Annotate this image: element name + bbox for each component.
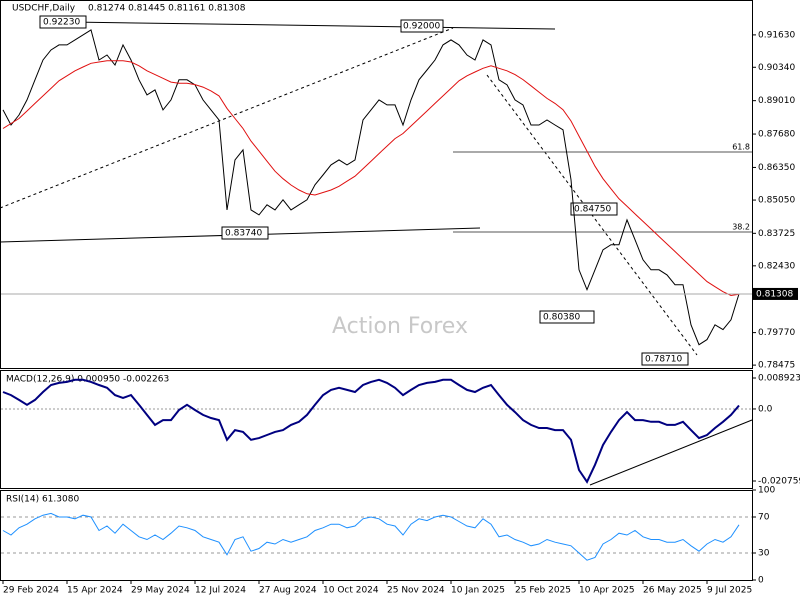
y-tick-label: 0.85050 xyxy=(758,196,795,206)
label-box xyxy=(641,352,689,366)
x-tick-label: 27 Aug 2024 xyxy=(259,586,317,596)
price-box xyxy=(752,287,798,300)
series-line xyxy=(2,378,740,484)
symbol-title: USDCHF,Daily xyxy=(12,4,76,14)
rsi-frame xyxy=(0,490,753,581)
price-frame xyxy=(0,0,753,369)
x-tick-label: 29 May 2024 xyxy=(131,586,190,596)
y-tick-label: 0.89010 xyxy=(758,96,795,106)
x-tick-label: 29 Feb 2024 xyxy=(3,586,59,596)
annotation: 0.84750 xyxy=(574,205,611,215)
y-tick-label: 70 xyxy=(758,513,770,523)
price-label: 0.81308 xyxy=(756,289,793,299)
trendline xyxy=(589,419,753,486)
trendline xyxy=(69,21,556,30)
annotation: 0.92000 xyxy=(403,22,440,32)
annotation: 0.80380 xyxy=(543,313,580,323)
annotation: 0.78710 xyxy=(645,355,682,365)
fib-label: 38.2 xyxy=(732,223,750,232)
x-tick-label: 25 Feb 2025 xyxy=(515,586,571,596)
y-tick-label: 0.79770 xyxy=(758,328,795,338)
y-tick-label: 30 xyxy=(758,549,770,559)
label-box xyxy=(539,310,595,324)
ohlc: 0.81274 0.81445 0.81161 0.81308 xyxy=(88,4,246,14)
series-line xyxy=(2,512,740,561)
label-box xyxy=(400,19,444,33)
x-tick-label: 26 May 2025 xyxy=(643,586,702,596)
annotations: 0.92230 0.92000 0.83740 0.84750 0.80380 … xyxy=(39,15,750,366)
y-tick-label: 0.78475 xyxy=(758,361,795,371)
y-tick-label: 100 xyxy=(758,486,775,496)
x-tick-label: 12 Jul 2024 xyxy=(195,586,246,596)
label-box xyxy=(39,15,87,29)
annotation: 0.92230 xyxy=(43,18,80,28)
x-tick-label: 9 Jul 2025 xyxy=(707,586,752,596)
label-box xyxy=(221,226,269,240)
y-tick-label: 0.87680 xyxy=(758,130,795,140)
y-tick-label: 0.008923 xyxy=(758,374,800,384)
y-tick-label: -0.020759 xyxy=(758,476,800,486)
fib-label: 61.8 xyxy=(732,143,750,152)
annotation: 0.83740 xyxy=(225,229,262,239)
y-tick-label: 0.83725 xyxy=(758,229,795,239)
rsi-title: RSI(14) 61.3080 xyxy=(6,495,79,505)
y-tick-label: 0.82430 xyxy=(758,261,795,271)
y-tick-label: 0.86350 xyxy=(758,163,795,173)
y-tick-label: 0 xyxy=(758,576,764,586)
y-tick-label: 0.91630 xyxy=(758,30,795,40)
x-tick-label: 25 Nov 2024 xyxy=(387,586,445,596)
y-tick-label: 0.90340 xyxy=(758,63,795,73)
frames xyxy=(0,0,753,581)
y-tick-label: 0.0 xyxy=(758,404,773,414)
x-tick-label: 10 Apr 2025 xyxy=(579,586,635,596)
series-line xyxy=(2,60,740,297)
watermark: Action Forex xyxy=(332,314,468,339)
x-tick-label: 15 Apr 2024 xyxy=(67,586,123,596)
x-tick-label: 10 Oct 2024 xyxy=(323,586,379,596)
macd-frame xyxy=(0,370,753,489)
series-line xyxy=(2,29,740,346)
macd-title: MACD(12,26,9) 0.000950 -0.002263 xyxy=(6,375,169,385)
label-box xyxy=(570,202,618,216)
x-tick-label: 10 Jan 2025 xyxy=(451,586,505,596)
